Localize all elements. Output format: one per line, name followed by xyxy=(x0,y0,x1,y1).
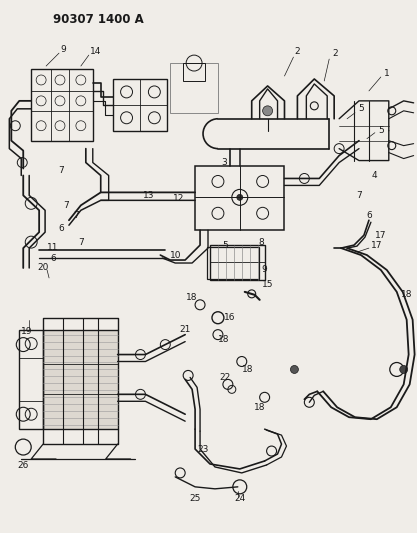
Circle shape xyxy=(237,195,243,200)
Text: 25: 25 xyxy=(189,494,201,503)
Text: 5: 5 xyxy=(378,126,384,135)
Bar xyxy=(43,330,118,429)
Bar xyxy=(31,69,93,141)
Text: 12: 12 xyxy=(173,194,184,203)
Text: 6: 6 xyxy=(50,254,56,263)
Text: 19: 19 xyxy=(20,327,32,336)
Text: 5: 5 xyxy=(222,240,228,249)
Text: 7: 7 xyxy=(63,201,69,210)
Bar xyxy=(207,247,259,279)
Bar xyxy=(210,245,265,280)
Text: 18: 18 xyxy=(186,293,198,302)
Bar xyxy=(19,330,43,429)
Text: 7: 7 xyxy=(73,211,79,220)
Text: 4: 4 xyxy=(371,171,377,180)
Text: 18: 18 xyxy=(218,335,230,344)
Text: 2: 2 xyxy=(332,49,338,58)
Bar xyxy=(195,166,284,230)
Text: 7: 7 xyxy=(58,166,64,175)
Text: 3: 3 xyxy=(221,158,227,167)
Text: 18: 18 xyxy=(401,290,412,300)
Text: 14: 14 xyxy=(90,46,101,55)
Text: 11: 11 xyxy=(47,243,59,252)
Circle shape xyxy=(400,366,408,374)
Text: 7: 7 xyxy=(78,238,84,247)
Text: 1: 1 xyxy=(384,69,389,77)
Text: 13: 13 xyxy=(143,191,154,200)
Text: 8: 8 xyxy=(259,238,264,247)
Text: 9: 9 xyxy=(262,265,267,274)
Text: 18: 18 xyxy=(254,403,265,412)
Text: 23: 23 xyxy=(197,445,209,454)
Text: 20: 20 xyxy=(38,263,49,272)
Text: 6: 6 xyxy=(58,224,64,233)
Text: 16: 16 xyxy=(224,313,236,322)
Text: 22: 22 xyxy=(219,373,231,382)
Text: 7: 7 xyxy=(356,191,362,200)
Text: 90307 1400 A: 90307 1400 A xyxy=(53,13,144,26)
Text: 24: 24 xyxy=(234,494,246,503)
Text: 2: 2 xyxy=(294,46,300,55)
Text: 15: 15 xyxy=(262,280,274,289)
Text: 26: 26 xyxy=(18,461,29,470)
Text: 5: 5 xyxy=(358,104,364,114)
Bar xyxy=(170,63,218,113)
Text: 10: 10 xyxy=(169,251,181,260)
Text: 9: 9 xyxy=(60,45,66,54)
Circle shape xyxy=(291,366,299,374)
Text: 6: 6 xyxy=(366,211,372,220)
Text: 17: 17 xyxy=(371,240,383,249)
Text: 17: 17 xyxy=(375,231,387,240)
Bar xyxy=(183,63,205,81)
Bar xyxy=(113,79,167,131)
Circle shape xyxy=(263,106,273,116)
Text: 18: 18 xyxy=(242,365,254,374)
Text: 21: 21 xyxy=(179,325,191,334)
